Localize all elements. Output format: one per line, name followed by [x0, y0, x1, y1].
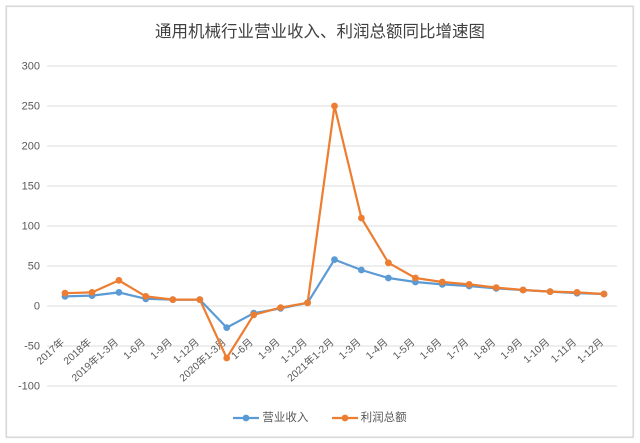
- svg-text:1-7月: 1-7月: [444, 336, 471, 362]
- svg-text:1-12月: 1-12月: [575, 336, 606, 366]
- svg-text:200: 200: [22, 140, 40, 152]
- svg-text:1-6月: 1-6月: [121, 336, 148, 362]
- svg-text:50: 50: [28, 260, 40, 272]
- svg-text:250: 250: [22, 100, 40, 112]
- svg-text:1-5月: 1-5月: [391, 336, 418, 362]
- svg-text:0: 0: [34, 300, 40, 312]
- svg-text:-100: -100: [18, 380, 40, 392]
- svg-text:150: 150: [22, 180, 40, 192]
- svg-text:1-10月: 1-10月: [521, 336, 552, 366]
- svg-text:100: 100: [22, 220, 40, 232]
- svg-text:1-8月: 1-8月: [471, 336, 498, 362]
- svg-text:1-4月: 1-4月: [364, 336, 391, 362]
- svg-text:1-6月: 1-6月: [418, 336, 445, 362]
- svg-text:1-3月: 1-3月: [337, 336, 364, 362]
- svg-text:-50: -50: [24, 340, 40, 352]
- svg-text:300: 300: [22, 60, 40, 72]
- svg-text:1-11月: 1-11月: [549, 336, 579, 365]
